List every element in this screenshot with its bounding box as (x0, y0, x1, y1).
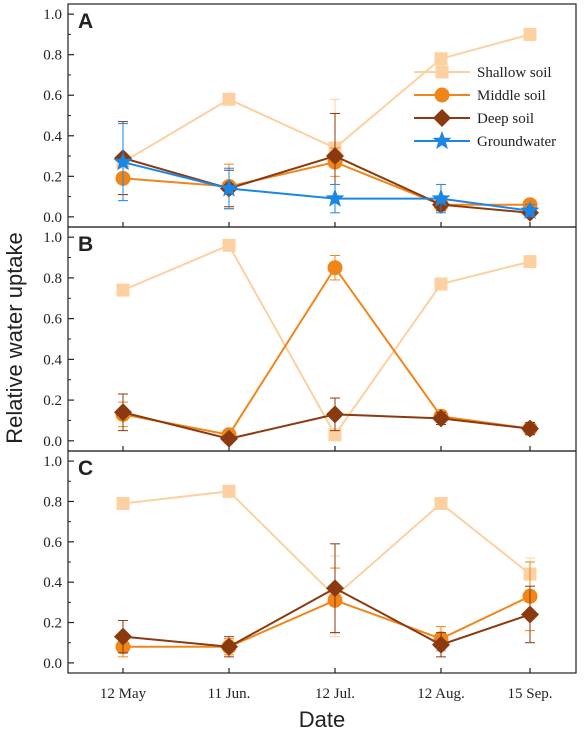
data-point (326, 579, 344, 598)
y-tick-label: 0.0 (43, 210, 62, 226)
data-point (220, 637, 238, 656)
data-point (523, 27, 537, 41)
legend-label: Groundwater (477, 134, 556, 150)
x-tick-label: 12 May (100, 686, 147, 702)
legend-label: Shallow soil (477, 65, 552, 81)
y-tick-label: 0.2 (43, 616, 62, 632)
data-point (114, 403, 132, 422)
panel-a: 0.0 0.2 0.4 0.6 0.8 1.0 A Shallow soil Middle so… (43, 3, 577, 228)
legend-label: Middle soil (477, 88, 546, 104)
legend-label: Deep soil (477, 111, 534, 127)
series-groundwater (113, 123, 540, 219)
legend-marker (434, 87, 450, 103)
data-point (432, 409, 450, 428)
data-point (116, 496, 130, 510)
series-line (122, 490, 531, 598)
legend-marker (433, 109, 451, 127)
y-tick-label: 0.4 (43, 129, 62, 145)
data-point (222, 484, 236, 498)
data-point (113, 152, 133, 171)
series-shallow-soil (116, 238, 537, 442)
y-tick-label: 1.0 (43, 230, 62, 246)
series-line (122, 265, 531, 436)
series-line (123, 595, 531, 648)
data-point (219, 178, 239, 197)
data-point (114, 627, 132, 646)
legend-marker (435, 65, 449, 79)
y-tick-label: 1.0 (43, 7, 62, 23)
series-deep-soil (114, 543, 539, 658)
data-point (431, 188, 451, 207)
panel-label: B (78, 233, 93, 256)
legend-marker (432, 131, 452, 150)
y-tick-label: 0.8 (43, 494, 62, 510)
series-line (122, 587, 531, 648)
x-tick-label: 11 Jun. (208, 686, 251, 702)
data-point (434, 277, 448, 291)
y-tick-label: 0.4 (43, 352, 62, 368)
data-point (326, 147, 344, 166)
data-point (116, 283, 130, 297)
series-line (122, 33, 531, 163)
data-point (222, 92, 236, 106)
data-point (432, 635, 450, 654)
y-tick-label: 0.2 (43, 169, 62, 185)
y-tick-label: 0.6 (43, 88, 62, 104)
series-shallow-soil (116, 484, 537, 638)
data-point (220, 429, 238, 448)
series-line (122, 161, 531, 212)
data-point (521, 419, 539, 438)
panel-label: C (78, 457, 93, 480)
x-tick-label: 15 Sep. (508, 686, 553, 702)
data-point (434, 496, 448, 510)
panel-c: 0.0 0.2 0.4 0.6 0.8 1.0 C (43, 450, 577, 674)
y-tick-label: 0.8 (43, 271, 62, 287)
data-point (222, 238, 236, 252)
series-line (122, 244, 531, 437)
y-tick-label: 1.0 (43, 454, 62, 470)
legend: Shallow soil Middle soil Deep soil Groundwa… (414, 65, 556, 150)
y-axis-title: Relative water uptake (2, 232, 27, 444)
data-point (521, 605, 539, 624)
y-tick-label: 0.6 (43, 535, 62, 551)
x-axis-title: Date (299, 707, 345, 732)
data-point (328, 428, 342, 442)
data-point (520, 200, 540, 219)
y-tick-label: 0.6 (43, 312, 62, 328)
panel-frame (67, 450, 577, 674)
x-tick-label: 12 Jul. (315, 686, 355, 702)
series-deep-soil (114, 393, 539, 448)
panel-b: 0.0 0.2 0.4 0.6 0.8 1.0 B (43, 226, 577, 452)
x-tick-label: 12 Aug. (417, 686, 465, 702)
y-tick-label: 0.8 (43, 48, 62, 64)
data-point (325, 188, 345, 207)
y-tick-label: 0.2 (43, 393, 62, 409)
data-point (434, 52, 448, 66)
y-tick-label: 0.4 (43, 575, 62, 591)
y-tick-label: 0.0 (43, 656, 62, 672)
y-tick-label: 0.0 (43, 434, 62, 450)
data-point (327, 260, 343, 276)
data-point (523, 255, 537, 269)
panel-label: A (78, 10, 93, 33)
series-shallow-soil (116, 27, 537, 198)
data-point (326, 405, 344, 424)
